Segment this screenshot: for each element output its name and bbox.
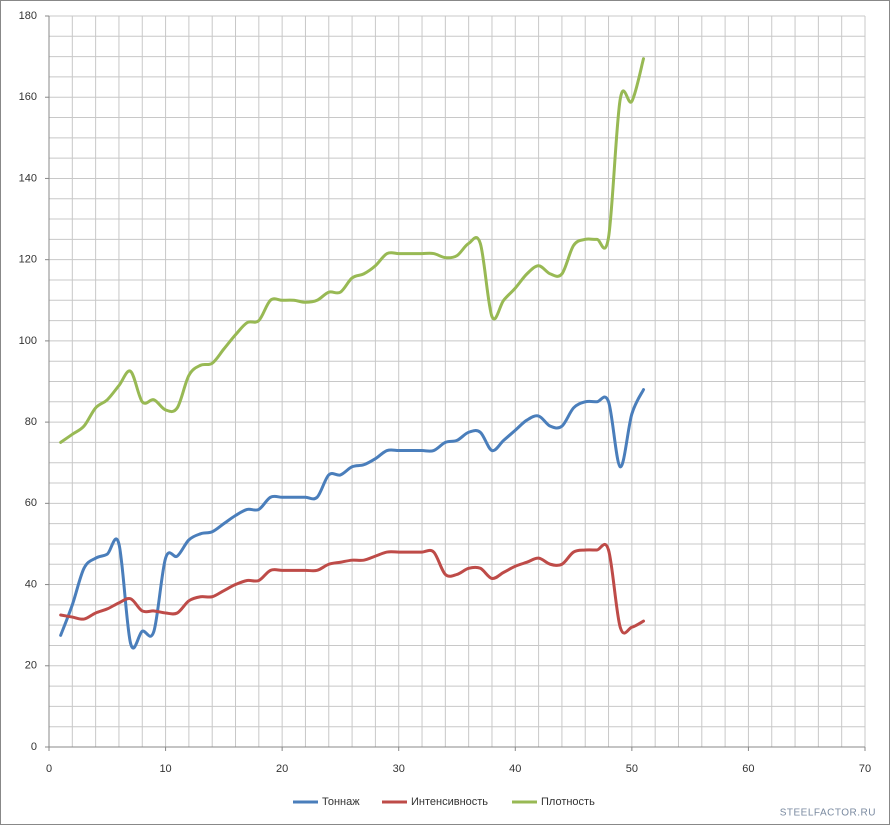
x-tick-label: 30 [393,763,405,775]
y-tick-label: 80 [25,416,37,428]
watermark: STEELFACTOR.RU [780,808,876,819]
x-tick-label: 20 [276,763,288,775]
x-tick-label: 60 [742,763,754,775]
legend-label: Тоннаж [322,796,360,808]
y-tick-label: 160 [19,91,37,103]
x-tick-label: 40 [509,763,521,775]
y-tick-label: 60 [25,497,37,509]
y-tick-label: 100 [19,335,37,347]
x-tick-label: 0 [46,763,52,775]
y-tick-label: 120 [19,254,37,266]
series-line [59,542,646,635]
legend-label: Интенсивность [411,796,488,808]
x-tick-label: 10 [159,763,171,775]
y-tick-label: 20 [25,660,37,672]
y-tick-label: 0 [31,741,37,753]
x-tick-label: 50 [626,763,638,775]
y-tick-label: 140 [19,172,37,184]
legend-label: Плотность [541,796,595,808]
x-tick-label: 70 [859,763,871,775]
y-tick-label: 40 [25,578,37,590]
series-line [59,57,646,444]
series-line [59,388,646,650]
y-tick-label: 180 [19,10,37,22]
